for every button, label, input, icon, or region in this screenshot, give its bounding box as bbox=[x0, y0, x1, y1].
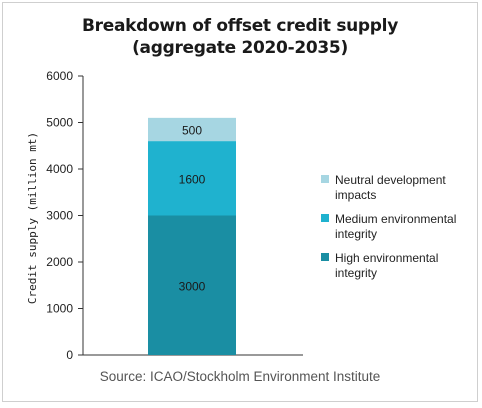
y-tick-label: 2000 bbox=[46, 255, 73, 269]
legend-label: High environmental bbox=[335, 251, 438, 265]
bar-segment-label: 500 bbox=[182, 123, 202, 137]
y-axis-label: Credit supply (million mt) bbox=[26, 132, 39, 304]
y-tick-label: 3000 bbox=[46, 209, 73, 223]
bar-segment-label: 3000 bbox=[179, 279, 206, 293]
chart-title-line-2: (aggregate 2020-2035) bbox=[132, 38, 348, 58]
legend-label: integrity bbox=[335, 227, 377, 241]
bar-segment bbox=[148, 141, 236, 216]
y-axis: 0 1000 2000 3000 4000 5000 6000 bbox=[46, 69, 303, 362]
legend-label: integrity bbox=[335, 266, 377, 280]
y-tick-label: 6000 bbox=[46, 69, 73, 83]
legend-label: Neutral development bbox=[335, 173, 446, 187]
legend-label: Medium environmental bbox=[335, 212, 456, 226]
chart-title: Breakdown of offset credit supply (aggre… bbox=[3, 15, 477, 59]
source-note: Source: ICAO/Stockholm Environment Insti… bbox=[99, 369, 381, 384]
legend-swatch bbox=[321, 214, 329, 222]
chart-title-line-1: Breakdown of offset credit supply bbox=[82, 16, 398, 36]
y-tick-label: 1000 bbox=[46, 302, 73, 316]
y-tick-label: 5000 bbox=[46, 116, 73, 130]
bar-segment bbox=[148, 117, 236, 142]
bar-segment bbox=[148, 215, 236, 355]
chart-svg: 0 1000 2000 3000 4000 5000 6000 3000 1600 500 Ne… bbox=[26, 69, 456, 362]
legend-swatch bbox=[321, 175, 329, 183]
legend-label: impacts bbox=[335, 188, 376, 202]
y-tick-label: 0 bbox=[66, 348, 73, 362]
y-tick-label: 4000 bbox=[46, 162, 73, 176]
bar-segment-label: 1600 bbox=[179, 172, 206, 186]
legend-swatch bbox=[321, 253, 329, 261]
stacked-bar: 3000 1600 500 bbox=[148, 117, 236, 355]
chart-frame: Breakdown of offset credit supply (aggre… bbox=[2, 2, 478, 402]
